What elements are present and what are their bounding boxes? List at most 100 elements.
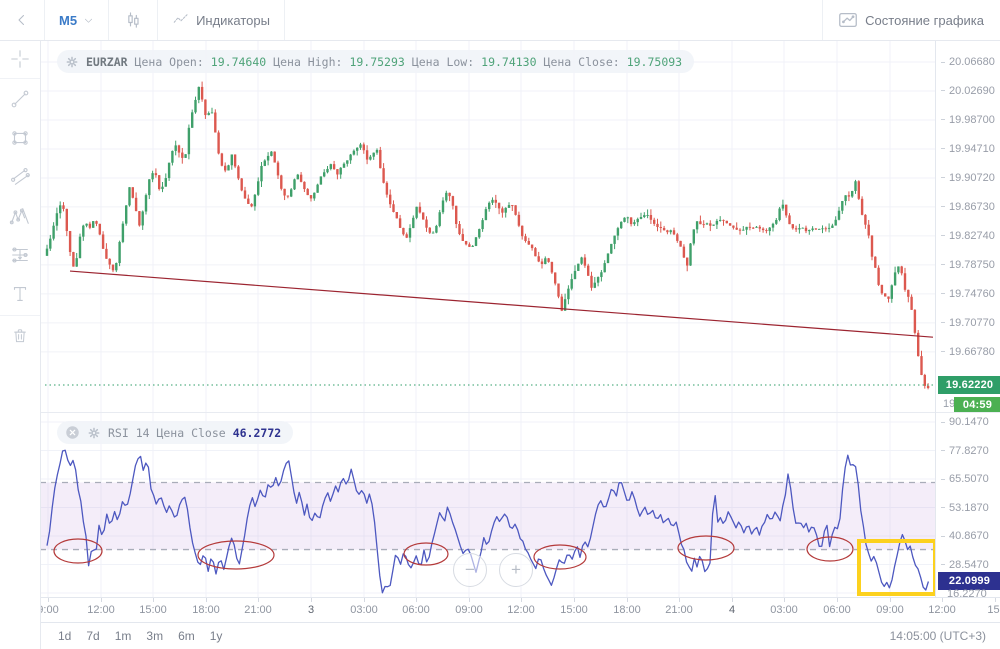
candle-body — [273, 151, 276, 163]
rsi-oversold-ellipse-annotation[interactable] — [806, 536, 854, 562]
time-tick-mark — [311, 598, 312, 602]
candle-body — [778, 208, 781, 220]
candle-body — [349, 154, 352, 161]
tool-trend-line[interactable] — [0, 79, 40, 118]
time-axis[interactable]: 9:00 12:00 15:00 18:00 21:00 3 03:00 06:00 09:00… — [40, 597, 1000, 623]
rsi-oversold-ellipse-annotation[interactable] — [53, 538, 103, 564]
candle-body — [270, 151, 273, 156]
candle-body — [771, 223, 775, 228]
candle-body — [95, 221, 98, 224]
range-7d-button[interactable]: 7d — [86, 628, 100, 643]
range-1d-button[interactable]: 1d — [58, 628, 72, 643]
rsi-partial-tick-label: 16.2270 — [947, 588, 987, 597]
candle-body — [699, 221, 702, 225]
candle-body — [481, 220, 484, 230]
candle-body — [616, 228, 620, 236]
candle-body — [230, 154, 233, 166]
pane-separator[interactable] — [40, 412, 1000, 413]
tool-delete[interactable] — [0, 315, 40, 354]
candle-body — [319, 176, 323, 185]
rectangle-shape-icon — [12, 130, 28, 145]
candle-body — [474, 237, 478, 246]
candle-body — [494, 199, 497, 203]
candle-body — [283, 188, 286, 196]
covered-tick-label: 19 — [943, 398, 956, 410]
candle-body — [761, 228, 765, 231]
chart-type-button[interactable] — [109, 0, 157, 40]
candle-body — [824, 228, 827, 230]
candle-body — [577, 263, 580, 271]
tool-text[interactable] — [0, 274, 40, 313]
candle-body — [573, 270, 577, 280]
candle-body — [629, 217, 633, 225]
rsi-settings-button[interactable] — [87, 426, 101, 440]
candle-body — [603, 263, 606, 273]
candle-body — [92, 221, 95, 228]
candle-body — [356, 147, 359, 151]
candle-body — [332, 164, 336, 170]
range-6m-button[interactable]: 6m — [178, 628, 195, 643]
candle-body — [844, 195, 847, 202]
candle-body — [491, 199, 494, 203]
candle-body — [144, 195, 148, 212]
rsi-oversold-ellipse-annotation[interactable] — [197, 540, 275, 570]
tool-xabcd-pattern[interactable] — [0, 196, 40, 235]
candlestick-icon — [128, 12, 139, 28]
candle-body — [705, 223, 709, 225]
rsi-oversold-ellipse-annotation[interactable] — [533, 544, 587, 570]
candle-body — [200, 86, 204, 100]
time-tick-label: 4 — [728, 604, 736, 616]
candle-body — [214, 112, 217, 133]
tool-levels[interactable] — [0, 235, 40, 274]
rsi-remove-button[interactable] — [65, 425, 80, 440]
candle-body — [587, 265, 590, 276]
candle-body — [676, 234, 679, 241]
highlight-rectangle-annotation[interactable] — [857, 539, 935, 596]
candle-body — [296, 174, 299, 180]
candle-body — [339, 167, 342, 175]
candle-body — [870, 235, 874, 257]
candle-body — [286, 195, 290, 197]
candle-body — [837, 210, 841, 220]
candle-body — [303, 181, 306, 190]
zoom-in-button[interactable]: + — [499, 553, 533, 587]
candle-body — [593, 282, 596, 288]
range-1m-button[interactable]: 1m — [114, 628, 132, 643]
rsi-oversold-ellipse-annotation[interactable] — [403, 542, 449, 566]
high-label: Цена High: — [273, 54, 343, 69]
top-toolbar: M5 Индикаторы — [0, 0, 1000, 41]
candle-body — [643, 215, 646, 218]
candle-body — [857, 181, 860, 199]
crosshair-icon — [11, 50, 29, 68]
candle-body — [537, 256, 540, 262]
candle-body — [854, 181, 857, 191]
main-indicator-settings-button[interactable] — [65, 55, 79, 69]
candle-body — [890, 285, 893, 299]
chevron-down-icon — [85, 18, 93, 23]
candle-body — [233, 154, 237, 167]
price-axis[interactable]: 19.62220 19 04:59 22.0999 16.2270 20.066… — [935, 40, 1000, 597]
candle-body — [326, 168, 329, 173]
tool-parallel-channel[interactable] — [0, 157, 40, 196]
candle-body — [227, 165, 230, 171]
candle-body — [372, 152, 375, 157]
candle-body — [177, 145, 181, 153]
back-button[interactable] — [0, 0, 44, 40]
tool-rectangle[interactable] — [0, 118, 40, 157]
tool-crosshair[interactable] — [0, 40, 40, 79]
indicators-button[interactable]: Индикаторы — [158, 0, 284, 40]
rsi-oversold-ellipse-annotation[interactable] — [677, 535, 735, 561]
rsi-chart-pane[interactable] — [40, 412, 935, 597]
trendline-drawing[interactable] — [69, 270, 934, 338]
candle-body — [418, 206, 422, 213]
range-1y-button[interactable]: 1y — [209, 628, 223, 643]
zoom-out-button[interactable]: − — [453, 553, 487, 587]
candle-body — [464, 240, 468, 245]
open-value: 19.74640 — [210, 54, 267, 69]
timeframe-selector[interactable]: M5 — [45, 0, 108, 40]
symbol-label: EURZAR — [86, 54, 128, 69]
chart-state-button[interactable]: Состояние графика — [823, 0, 1000, 40]
range-3m-button[interactable]: 3m — [146, 628, 164, 643]
candle-body — [88, 223, 92, 228]
price-chart-pane[interactable] — [40, 40, 935, 412]
